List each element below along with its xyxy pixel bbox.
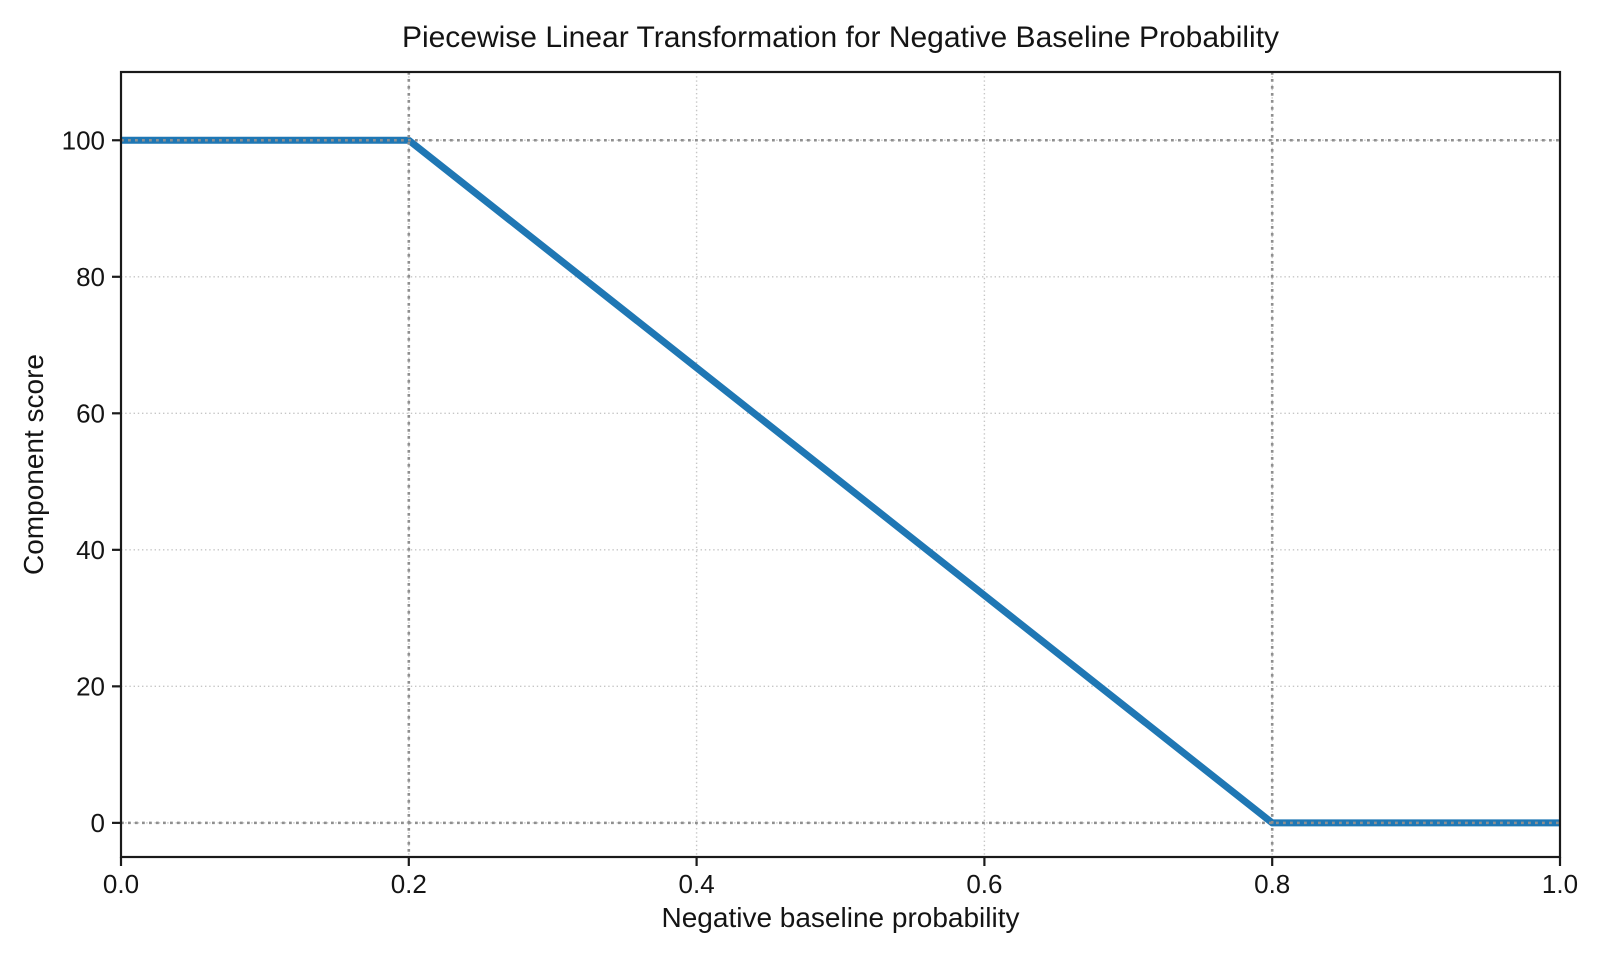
x-tick-label: 0.6	[966, 869, 1002, 899]
chart-title: Piecewise Linear Transformation for Nega…	[402, 21, 1279, 54]
series-line-piecewise-linear-transform	[121, 136, 1560, 827]
y-tick-label: 80	[76, 262, 105, 292]
y-tick-label: 40	[76, 535, 105, 565]
x-tick-label: 0.0	[103, 869, 139, 899]
x-axis-label: Negative baseline probability	[662, 902, 1020, 933]
x-tick-label: 0.2	[391, 869, 427, 899]
reference-lines	[121, 72, 1560, 857]
y-tick-label: 100	[62, 125, 105, 155]
axis-ticks	[112, 139, 1562, 866]
gridlines	[120, 72, 1561, 857]
x-tick-label: 1.0	[1542, 869, 1578, 899]
tick-labels: 0.0 0.2 0.4 0.6 0.8 1.0 0 20 40 60 80 100	[62, 125, 1578, 899]
x-tick-label: 0.4	[679, 869, 715, 899]
plot-border	[119, 70, 1562, 859]
y-tick-label: 20	[76, 671, 105, 701]
y-axis-label: Component score	[18, 354, 49, 575]
y-tick-label: 0	[91, 808, 105, 838]
x-tick-label: 0.8	[1254, 869, 1290, 899]
y-tick-label: 60	[76, 398, 105, 428]
data-series	[121, 136, 1560, 827]
axes-spines	[119, 70, 1562, 859]
